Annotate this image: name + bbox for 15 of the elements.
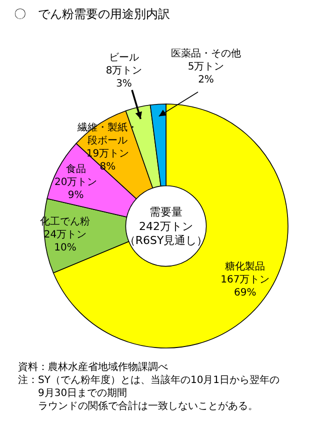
data-label: 20万トン 9% [54, 177, 98, 202]
text: ラウンドの関係で合計は一致しないことがある。 [38, 400, 258, 412]
text: 需要量242万トン（R6SY見通し） [124, 206, 208, 248]
chart-title: 〇 でん粉需要の用途別内訳 [14, 7, 170, 21]
slice-label: ビール [109, 52, 139, 64]
data-label: 24万トン 10% [44, 229, 87, 254]
slice-label: 食品 [66, 163, 86, 176]
data-label: 167万トン 69% [220, 274, 270, 298]
data-label: 8万トン 3% [106, 66, 142, 90]
data-label: 5万トン 2% [188, 62, 224, 86]
slice-label: 医薬品・その他 [171, 48, 241, 60]
slice-label: 糖化製品 [225, 260, 266, 272]
text: 資料：農林水産省地域作物課調べ [18, 361, 168, 373]
slice-label: 繊維・製紙・段ボール [76, 122, 138, 147]
text: 注：SY（でん粉年度）とは、当該年の10月1日から翌年の9月30日までの期間 [18, 374, 280, 399]
